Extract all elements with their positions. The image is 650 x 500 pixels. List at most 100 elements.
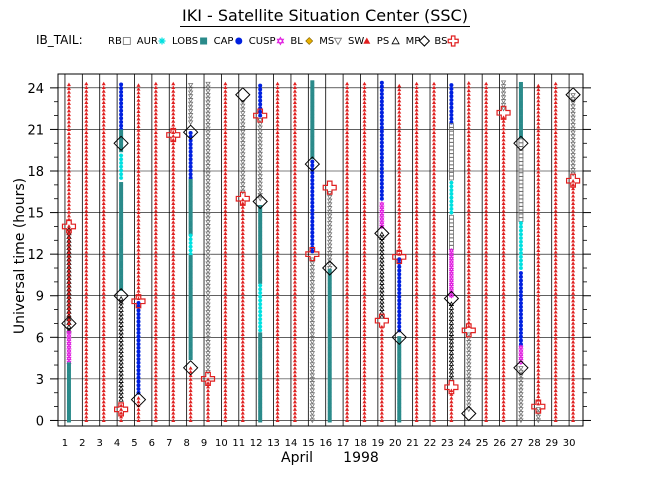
point-sw <box>101 160 106 164</box>
point-cap <box>310 226 315 231</box>
point-lobs <box>327 388 332 393</box>
point-cap <box>379 110 384 115</box>
point-cap <box>119 116 124 121</box>
point-sw <box>101 96 106 101</box>
point-sw <box>501 130 506 134</box>
point-aur <box>518 232 523 237</box>
point-sw <box>571 392 576 396</box>
point-lobs <box>66 407 71 412</box>
point-ps <box>118 396 124 402</box>
point-sw <box>292 418 297 423</box>
point-sw <box>397 218 402 223</box>
point-sw <box>84 268 89 273</box>
point-cap <box>379 106 384 111</box>
point-sw <box>153 283 158 288</box>
point-sw <box>136 399 141 404</box>
point-sw <box>275 250 280 254</box>
point-sw <box>171 343 176 348</box>
point-sw <box>66 227 71 232</box>
x-tick-18: 18 <box>354 438 367 449</box>
point-cap <box>119 90 124 95</box>
point-sw <box>223 89 228 93</box>
point-sw <box>362 178 367 183</box>
point-sw <box>275 186 280 191</box>
point-lobs <box>397 362 402 367</box>
point-sw <box>188 410 193 415</box>
point-sw <box>66 183 71 188</box>
point-sw <box>414 354 419 359</box>
point-sw <box>66 108 71 113</box>
point-sw <box>536 113 541 118</box>
point-sw <box>84 100 89 105</box>
point-sw <box>223 111 228 116</box>
point-sw <box>101 167 106 172</box>
point-sw <box>466 107 471 111</box>
point-sw <box>345 302 350 307</box>
point-sw <box>136 90 141 95</box>
point-sw <box>571 358 576 363</box>
point-sw <box>345 104 350 108</box>
point-lobs <box>327 339 332 344</box>
point-aur <box>518 243 523 248</box>
point-sw <box>414 104 419 108</box>
point-ps <box>379 294 385 300</box>
point-sw <box>136 116 141 121</box>
point-ms <box>500 80 507 86</box>
point-sw <box>362 302 367 307</box>
point-sw <box>501 137 506 142</box>
x-tick-10: 10 <box>215 438 228 449</box>
point-sw <box>466 118 471 123</box>
point-sw <box>571 227 576 232</box>
point-lobs <box>188 303 193 308</box>
point-cap <box>119 93 124 98</box>
point-sw <box>501 351 506 355</box>
point-sw <box>397 147 402 151</box>
point-sw <box>240 302 245 307</box>
point-lobs <box>188 352 193 357</box>
point-sw <box>466 245 471 250</box>
point-sw <box>553 104 558 108</box>
point-sw <box>275 227 280 232</box>
point-sw <box>432 164 437 168</box>
point-sw <box>275 137 280 142</box>
point-sw <box>223 235 228 239</box>
point-sw <box>275 130 280 134</box>
point-sw <box>84 182 89 187</box>
point-sw <box>84 351 89 355</box>
point-sw <box>536 379 541 383</box>
point-sw <box>66 101 71 105</box>
point-sw <box>345 407 350 411</box>
point-sw <box>223 354 228 359</box>
point-sw <box>449 403 454 408</box>
point-ps <box>448 349 455 355</box>
point-sw <box>414 302 419 307</box>
point-sw <box>553 328 558 333</box>
point-sw <box>362 160 367 164</box>
point-sw <box>136 109 141 114</box>
legend-symbol-ps <box>391 36 400 45</box>
point-lobs <box>258 388 263 393</box>
point-sw <box>501 373 506 378</box>
point-sw <box>101 119 106 123</box>
point-sw <box>397 196 402 200</box>
marker-bs <box>131 294 146 309</box>
point-sw <box>84 410 89 415</box>
point-sw <box>84 369 89 374</box>
point-ps <box>118 310 124 316</box>
y-tick-3: 3 <box>36 373 44 388</box>
point-sw <box>153 104 158 108</box>
point-sw <box>397 207 402 211</box>
point-sw <box>432 216 437 221</box>
point-sw <box>101 373 106 378</box>
point-sw <box>292 119 297 123</box>
point-sw <box>101 227 106 232</box>
point-sw <box>466 241 471 246</box>
point-sw <box>553 182 558 187</box>
point-sw <box>275 238 280 243</box>
point-sw <box>345 362 350 366</box>
point-sw <box>501 119 506 123</box>
point-cap <box>136 379 141 384</box>
point-sw <box>397 188 402 193</box>
point-sw <box>345 384 350 389</box>
point-sw <box>571 201 576 206</box>
